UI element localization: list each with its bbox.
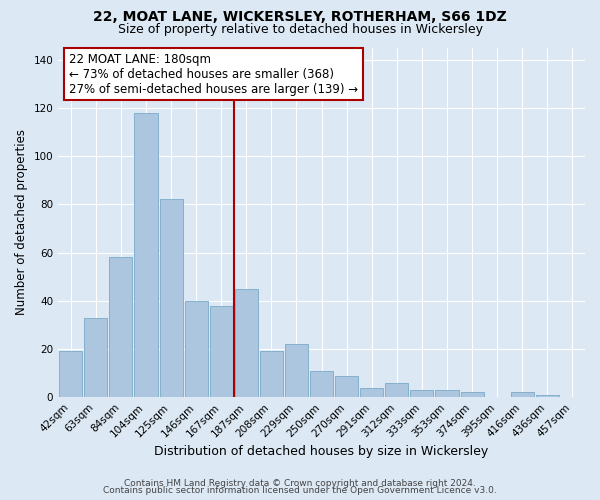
Bar (385, 383, 409, 397)
Bar (511, 392, 534, 397)
Bar (109, 258, 133, 397)
Bar (360, 388, 383, 397)
Bar (436, 390, 458, 397)
Y-axis label: Number of detached properties: Number of detached properties (15, 130, 28, 316)
Bar (235, 288, 258, 397)
Bar (310, 370, 333, 397)
Bar (160, 200, 182, 397)
Bar (285, 344, 308, 397)
Text: Size of property relative to detached houses in Wickersley: Size of property relative to detached ho… (118, 22, 482, 36)
Text: Contains public sector information licensed under the Open Government Licence v3: Contains public sector information licen… (103, 486, 497, 495)
Bar (59, 352, 82, 397)
Bar (84, 318, 107, 397)
Bar (185, 300, 208, 397)
Bar (410, 390, 433, 397)
Bar (536, 395, 559, 397)
Text: 22, MOAT LANE, WICKERSLEY, ROTHERHAM, S66 1DZ: 22, MOAT LANE, WICKERSLEY, ROTHERHAM, S6… (93, 10, 507, 24)
Text: Contains HM Land Registry data © Crown copyright and database right 2024.: Contains HM Land Registry data © Crown c… (124, 478, 476, 488)
X-axis label: Distribution of detached houses by size in Wickersley: Distribution of detached houses by size … (154, 444, 489, 458)
Bar (461, 392, 484, 397)
Bar (260, 352, 283, 397)
Bar (209, 306, 233, 397)
Bar (335, 376, 358, 397)
Text: 22 MOAT LANE: 180sqm
← 73% of detached houses are smaller (368)
27% of semi-deta: 22 MOAT LANE: 180sqm ← 73% of detached h… (69, 52, 358, 96)
Bar (134, 112, 158, 397)
